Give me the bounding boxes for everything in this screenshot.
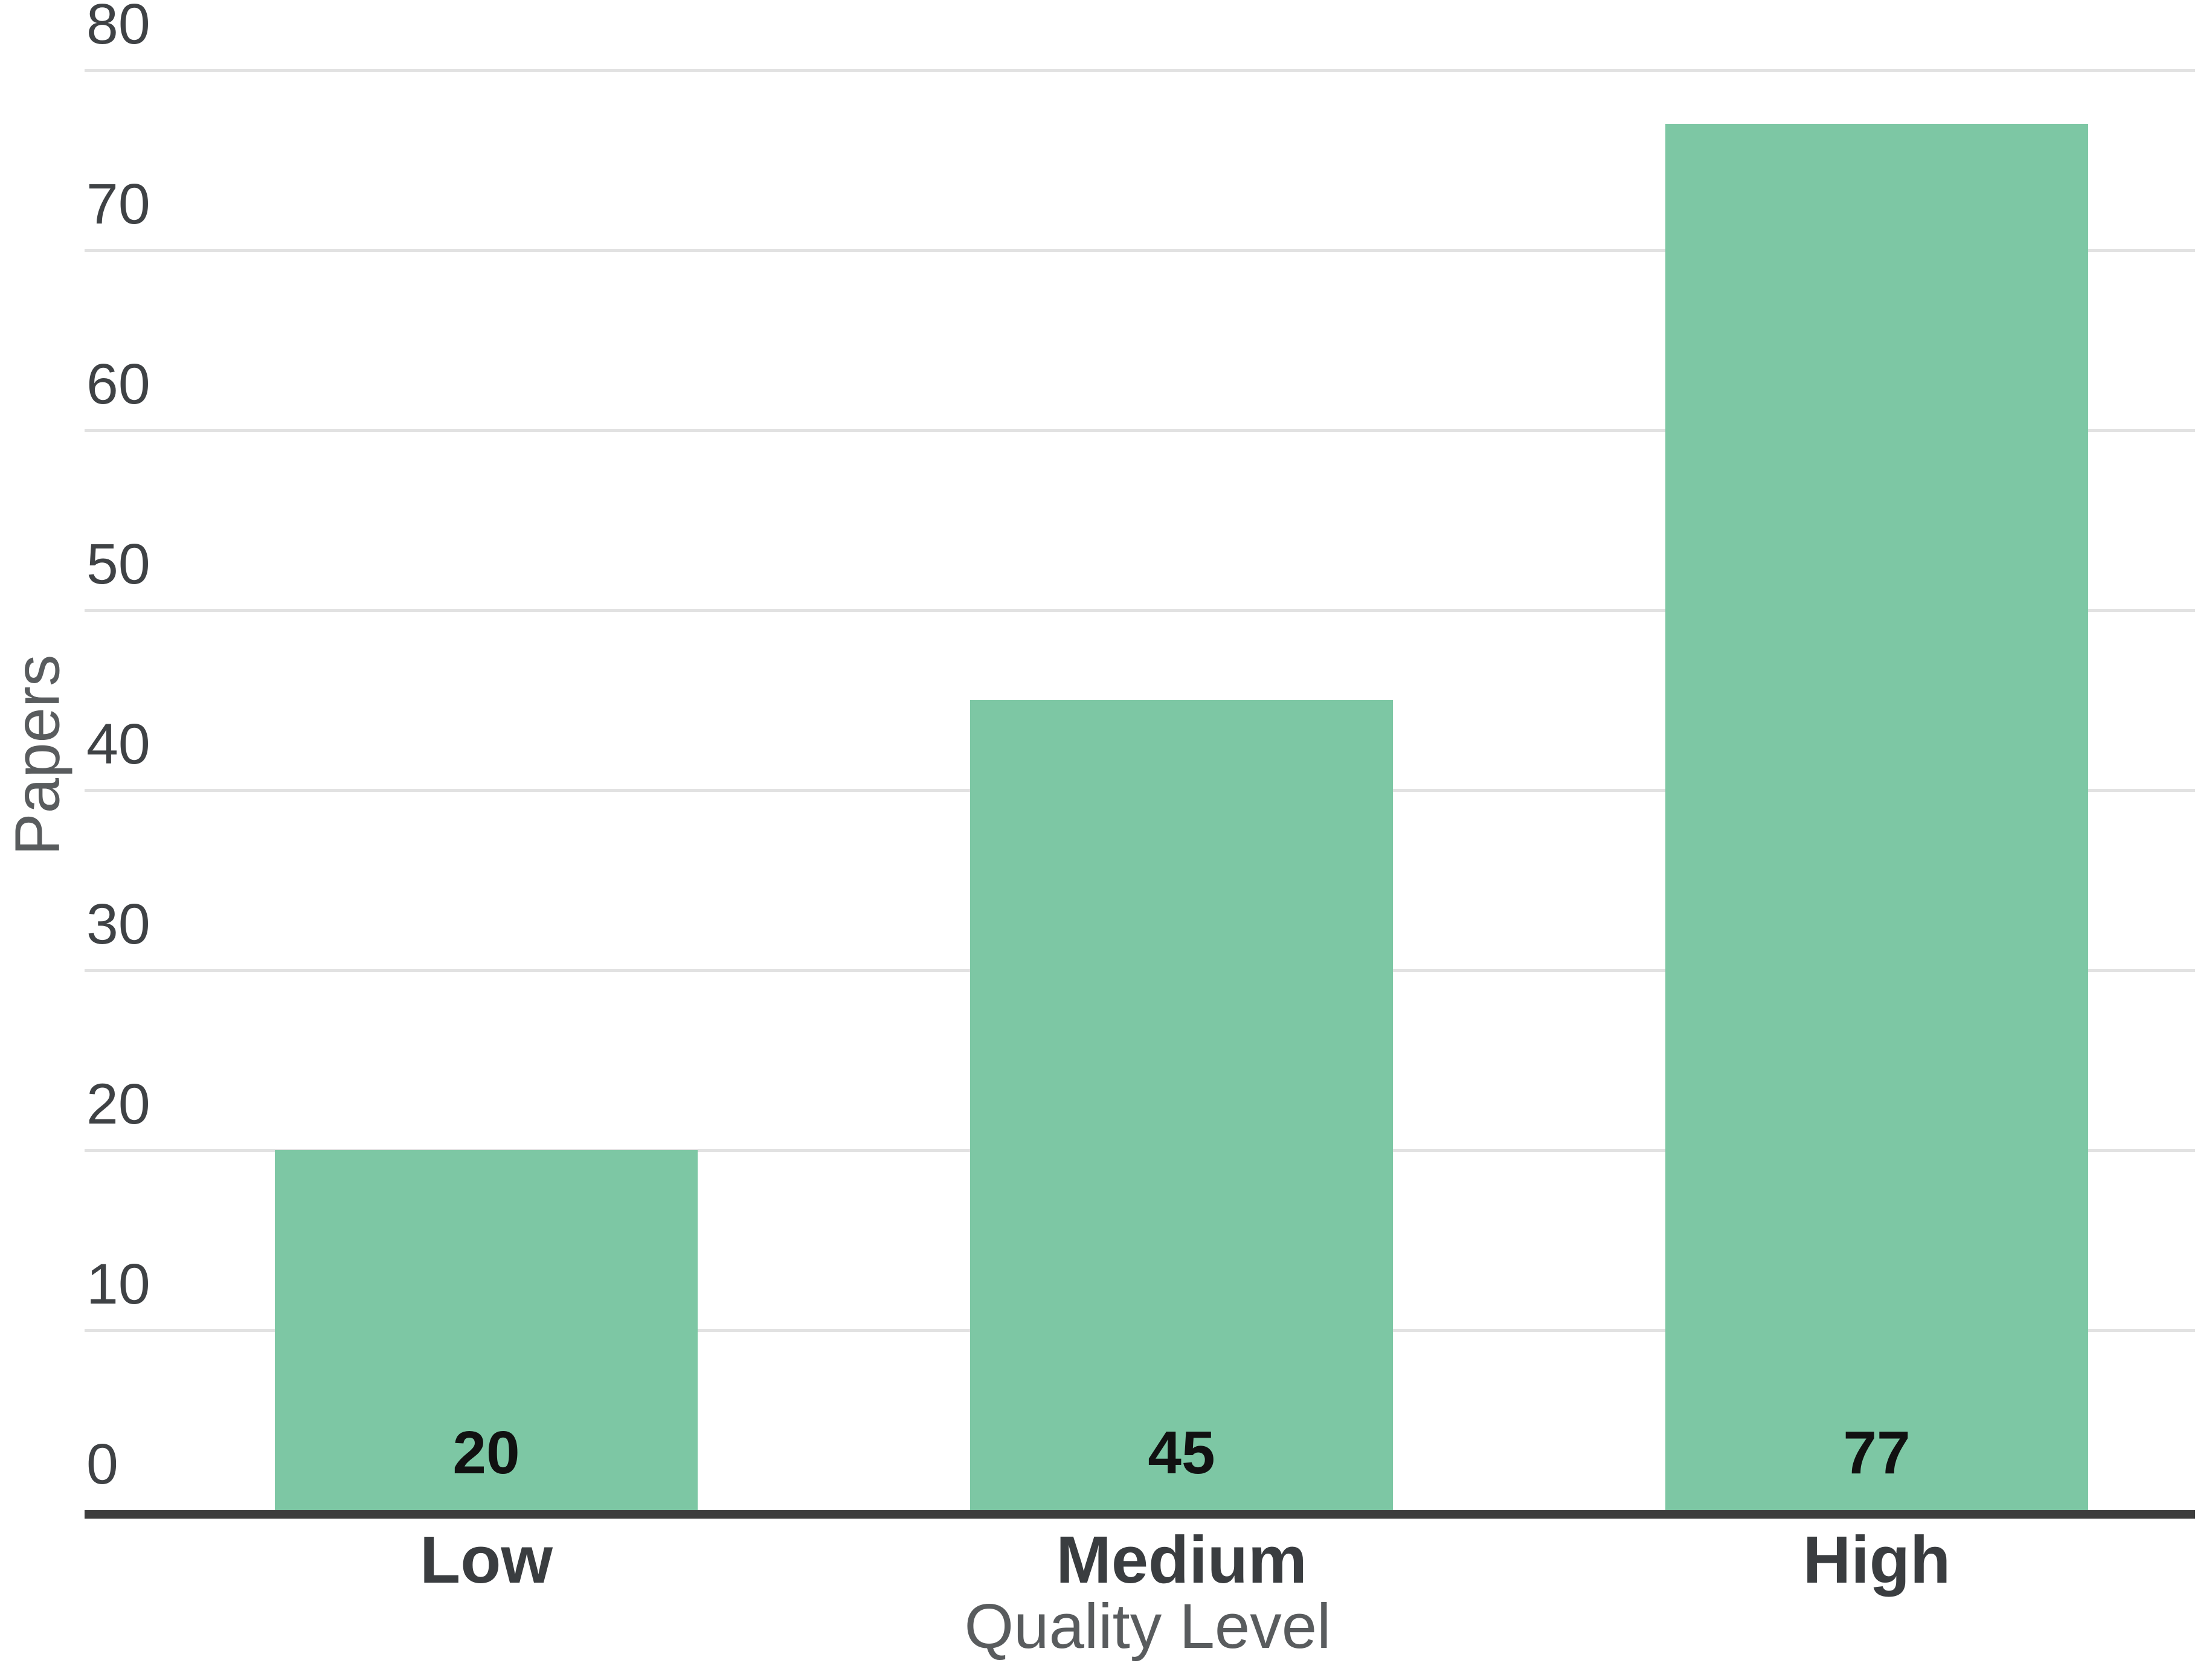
y-tick-label-0: 0: [86, 1432, 118, 1496]
y-tick-label-40: 40: [86, 712, 150, 776]
x-axis-line: [85, 1510, 2195, 1519]
gridline-y-50: [85, 609, 2195, 612]
gridline-y-80: [85, 69, 2195, 72]
y-tick-label-80: 80: [86, 0, 150, 56]
value-label-low: 20: [452, 1419, 520, 1487]
y-tick-label-20: 20: [86, 1072, 150, 1136]
value-label-medium: 45: [1148, 1419, 1215, 1487]
y-tick-label-70: 70: [86, 172, 150, 236]
y-tick-label-30: 30: [86, 892, 150, 956]
x-category-label-high: High: [1802, 1523, 1951, 1597]
y-tick-label-10: 10: [86, 1252, 150, 1316]
x-category-label-medium: Medium: [1056, 1523, 1307, 1597]
bar-low: [275, 1150, 698, 1515]
value-label-high: 77: [1843, 1419, 1911, 1487]
x-category-label-low: Low: [420, 1523, 553, 1597]
y-axis-title: Papers: [2, 654, 73, 856]
bar-high: [1665, 124, 2088, 1515]
gridline-y-60: [85, 429, 2195, 432]
gridline-y-70: [85, 249, 2195, 252]
bar-medium: [970, 700, 1393, 1515]
y-tick-label-60: 60: [86, 352, 150, 416]
y-tick-label-50: 50: [86, 532, 150, 596]
x-axis-title: Quality Level: [964, 1591, 1331, 1662]
